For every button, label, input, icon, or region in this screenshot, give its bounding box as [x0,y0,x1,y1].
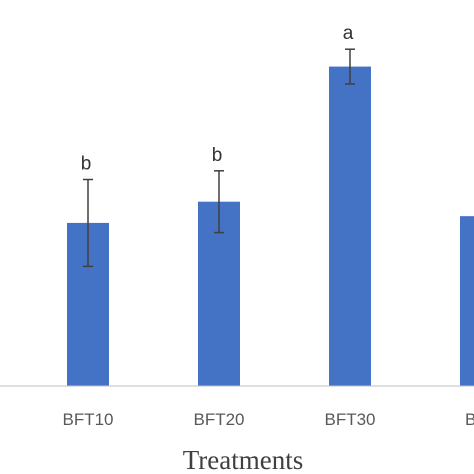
error-bar-bft10 [83,178,93,268]
significance-label-bft20: b [212,145,223,166]
significance-labels-group: b b a [81,23,354,174]
x-tick-label-bft30: BFT30 [324,410,375,429]
error-bar-bft20 [214,170,224,234]
significance-label-bft10: b [81,153,92,174]
error-bar-bft30 [345,48,355,85]
x-tick-label-bft20: BFT20 [193,410,244,429]
x-tick-labels-group: BFT10 BFT20 BFT30 BFT [62,410,474,429]
x-tick-label-bft10: BFT10 [62,410,113,429]
x-tick-label-bft: BFT [465,410,474,429]
x-axis-title: Treatments [183,445,304,474]
bar-bft30 [329,66,371,387]
error-bars-group [83,48,355,268]
significance-label-bft30: a [343,23,354,44]
bar-bft [460,216,474,386]
bars-group [67,66,474,387]
